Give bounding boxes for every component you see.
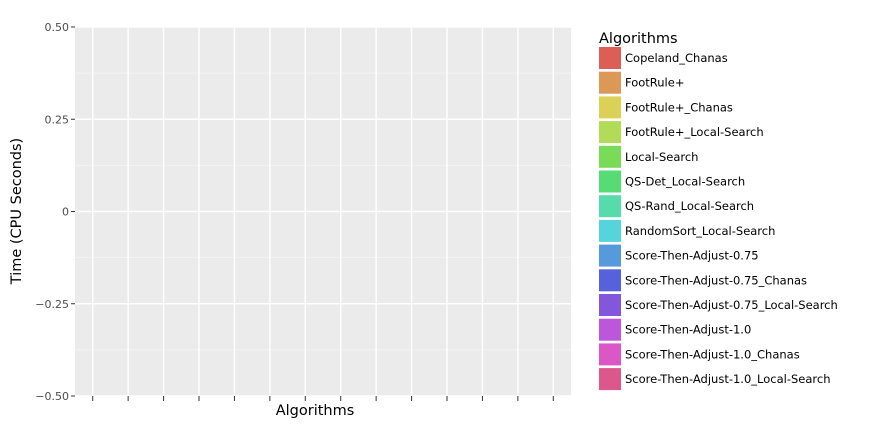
legend: Algorithms Copeland_Chanas FootRule+ FootR… — [599, 31, 838, 391]
grid-major — [75, 26, 571, 397]
legend-swatch — [599, 96, 621, 119]
y-axis-title: Time (CPU Seconds) — [9, 138, 25, 285]
legend-swatch — [599, 269, 621, 292]
legend-item: QS-Rand_Local-Search — [599, 195, 754, 218]
y-tick-label: 0.50 — [45, 21, 70, 34]
y-tick-label: −0.25 — [35, 298, 69, 311]
legend-label: Score-Then-Adjust-1.0 — [625, 323, 751, 337]
y-axis: −0.50 −0.25 0 0.25 0.50 — [35, 21, 75, 403]
y-tick-label: 0.25 — [45, 113, 70, 126]
legend-item: RandomSort_Local-Search — [599, 219, 775, 242]
legend-label: Score-Then-Adjust-1.0_Local-Search — [625, 372, 830, 386]
legend-item: FootRule+ — [599, 71, 684, 94]
legend-item: Score-Then-Adjust-1.0_Local-Search — [599, 368, 830, 391]
legend-item: Score-Then-Adjust-0.75_Local-Search — [599, 294, 838, 316]
legend-swatch — [599, 170, 621, 193]
legend-item: Score-Then-Adjust-1.0_Chanas — [599, 343, 800, 366]
legend-swatch — [599, 195, 621, 218]
legend-label: FootRule+_Chanas — [625, 100, 733, 114]
legend-swatch — [599, 121, 621, 144]
legend-swatch — [599, 244, 621, 267]
grid-minor — [75, 72, 571, 351]
y-tick-label: −0.50 — [35, 390, 69, 403]
legend-item: FootRule+_Chanas — [599, 96, 733, 119]
legend-label: RandomSort_Local-Search — [625, 224, 775, 238]
legend-label: Score-Then-Adjust-0.75_Local-Search — [625, 298, 838, 312]
legend-item: Copeland_Chanas — [599, 47, 728, 69]
x-axis-title: Algorithms — [276, 403, 355, 419]
legend-title: Algorithms — [599, 31, 678, 47]
legend-label: Local-Search — [625, 150, 698, 164]
legend-swatch — [599, 47, 621, 69]
legend-item: FootRule+_Local-Search — [599, 121, 764, 144]
legend-swatch — [599, 368, 621, 391]
legend-label: QS-Det_Local-Search — [625, 175, 745, 189]
legend-items: Copeland_Chanas FootRule+ FootRule+_Chanas… — [599, 47, 838, 391]
legend-item: Score-Then-Adjust-0.75_Chanas — [599, 269, 807, 292]
x-axis-ticks — [92, 396, 554, 401]
legend-item: Score-Then-Adjust-1.0 — [599, 318, 751, 341]
legend-swatch — [599, 343, 621, 366]
legend-swatch — [599, 219, 621, 242]
legend-swatch — [599, 294, 621, 316]
legend-item: QS-Det_Local-Search — [599, 170, 745, 193]
legend-label: Score-Then-Adjust-0.75 — [625, 249, 759, 263]
legend-label: QS-Rand_Local-Search — [625, 199, 754, 213]
legend-item: Score-Then-Adjust-0.75 — [599, 244, 759, 267]
legend-label: FootRule+_Local-Search — [625, 125, 764, 139]
y-tick-label: 0 — [62, 206, 69, 219]
legend-swatch — [599, 318, 621, 341]
legend-label: Score-Then-Adjust-0.75_Chanas — [625, 273, 807, 287]
legend-label: FootRule+ — [625, 76, 684, 90]
legend-item: Local-Search — [599, 145, 698, 168]
legend-label: Copeland_Chanas — [625, 51, 728, 65]
legend-label: Score-Then-Adjust-1.0_Chanas — [625, 347, 800, 361]
legend-swatch — [599, 71, 621, 94]
legend-swatch — [599, 145, 621, 168]
